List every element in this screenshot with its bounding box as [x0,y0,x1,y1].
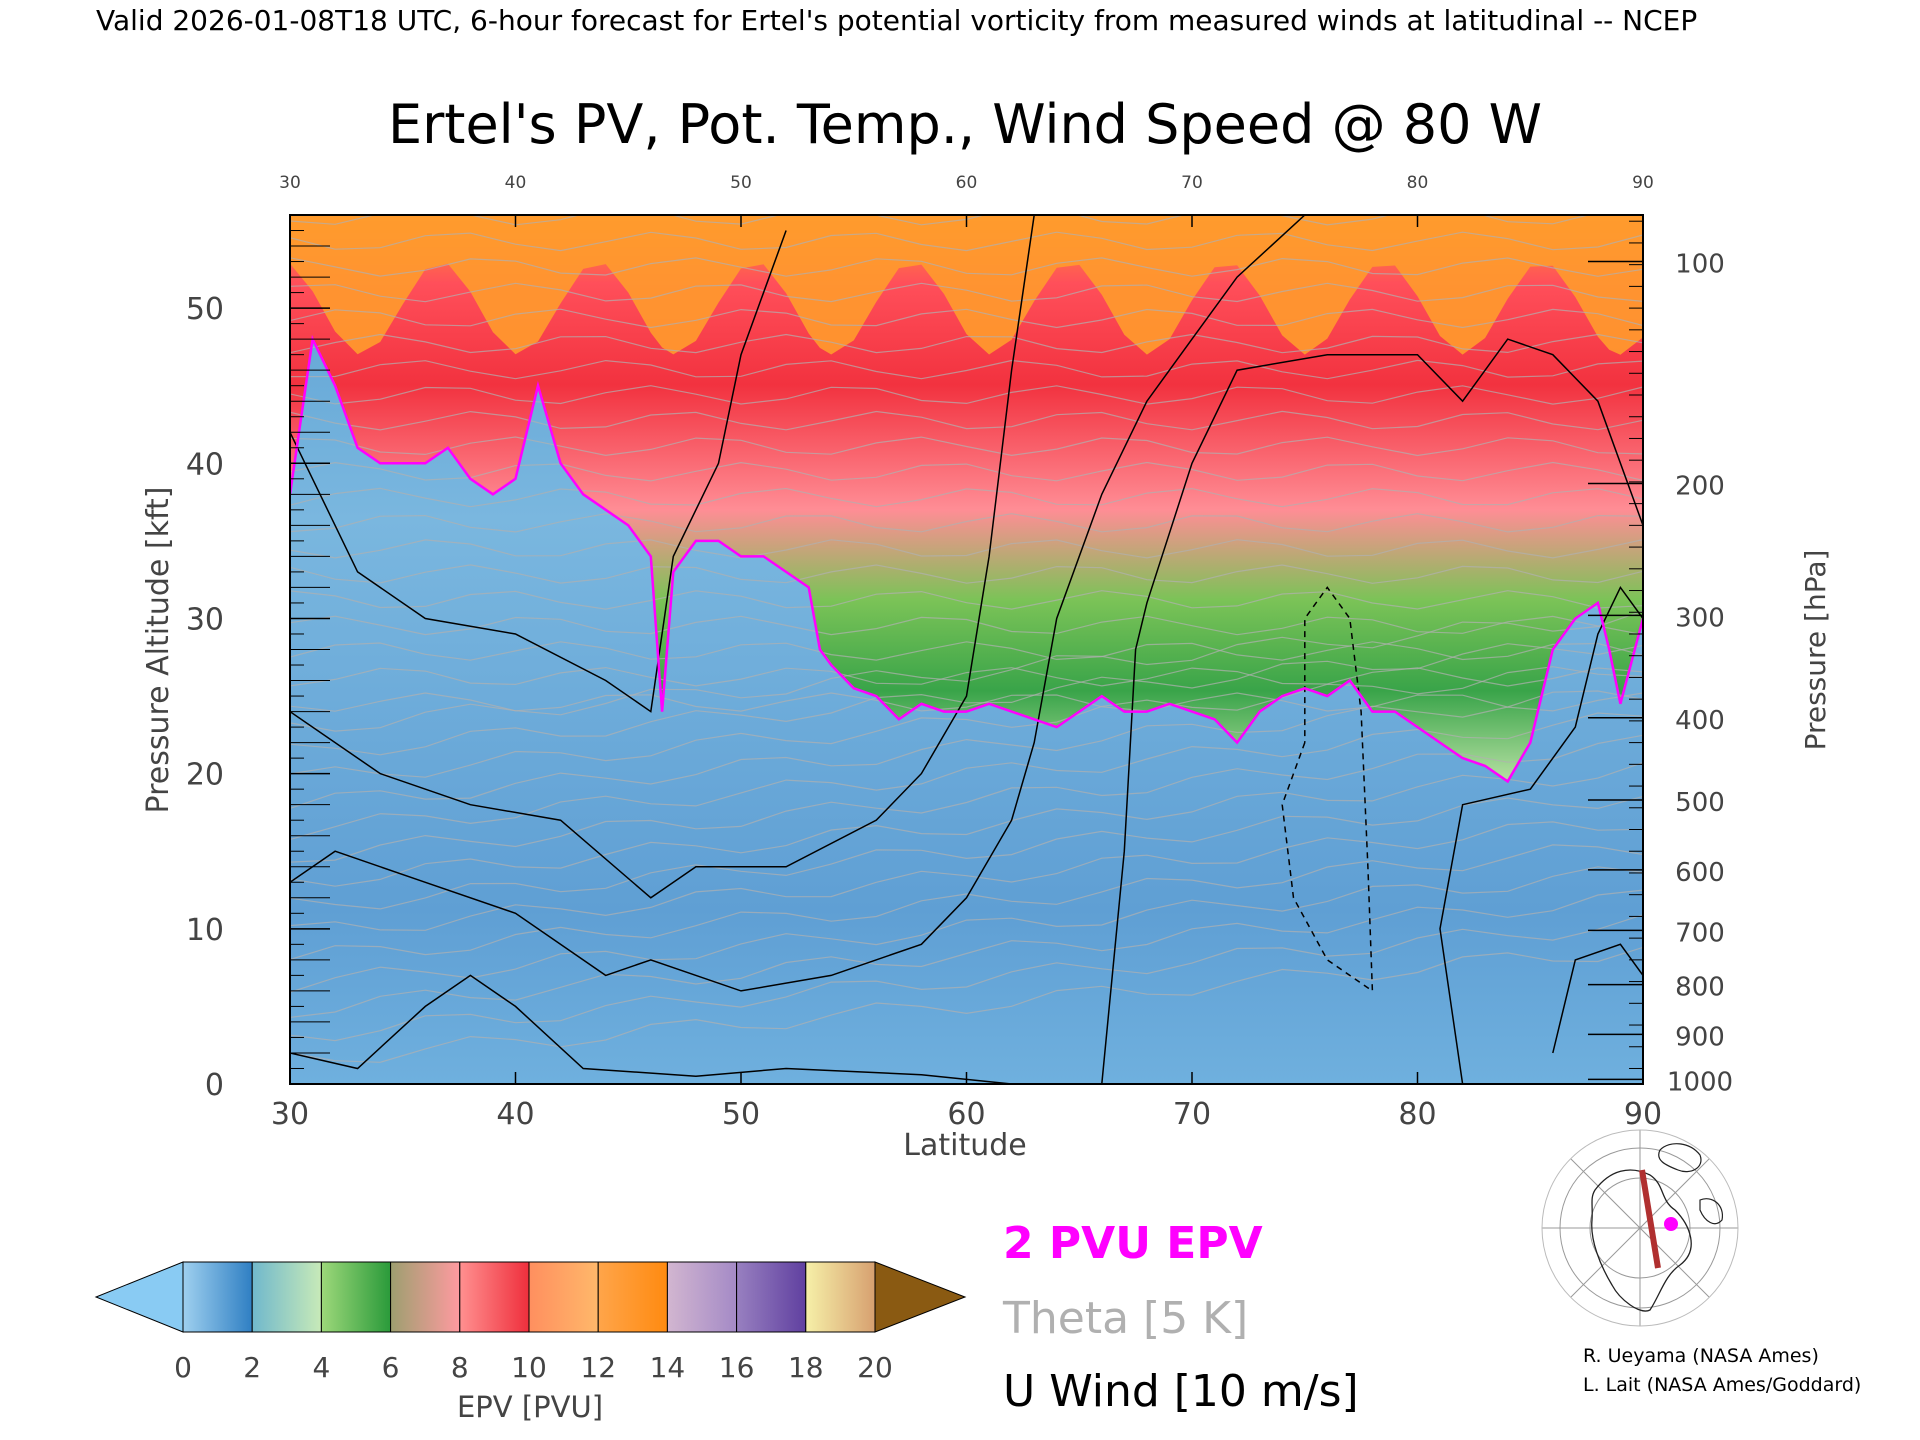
pressure-tick-label: 600 [1675,858,1725,888]
y-tick-label: 0 [205,1068,224,1103]
colorbar-over-arrow [874,1261,967,1333]
colorbar-bin [528,1261,599,1333]
x-tick-label: 80 [1398,1097,1436,1132]
colorbar-tick-label: 6 [382,1351,400,1384]
x-tick-label: 30 [271,1097,309,1132]
x-tick-label: 70 [1173,1097,1211,1132]
axes: 3030404050506060707080809090010203040501… [186,173,1733,1132]
pressure-tick-label: 300 [1675,603,1725,633]
colorbar-under-arrow [94,1261,184,1333]
colorbar-bin [666,1261,738,1333]
colorbar-bin [182,1261,253,1333]
x-tick-label-top: 70 [1181,173,1203,193]
y-tick-label: 50 [186,292,224,327]
x-tick-label: 90 [1624,1097,1662,1132]
x-tick-label: 50 [722,1097,760,1132]
x-tick-label-top: 90 [1632,173,1654,193]
colorbar-bin [805,1261,876,1333]
x-tick-label-top: 40 [505,173,527,193]
pressure-tick-label: 700 [1675,918,1725,948]
pressure-tick-label: 900 [1675,1022,1725,1052]
plot-area [290,215,1643,1084]
colorbar-tick-label: 8 [451,1351,469,1384]
pressure-tick-label: 500 [1675,788,1725,818]
pressure-tick-label: 200 [1675,471,1725,501]
colorbar-tick-label: 16 [719,1351,755,1384]
colorbar-bin [459,1261,530,1333]
location-map [1541,1129,1739,1327]
u-wind-contours [290,215,1643,1084]
legend-pvu: 2 PVU EPV [1003,1218,1263,1269]
colorbar-label: EPV [PVU] [457,1390,603,1424]
colorbar-tick-label: 4 [312,1351,330,1384]
pv-2pvu-contour [290,334,1643,784]
colorbar-bin [390,1261,461,1333]
x-axis-label: Latitude [903,1128,1026,1163]
x-tick-label: 60 [947,1097,985,1132]
credit-line-2: L. Lait (NASA Ames/Goddard) [1583,1374,1861,1396]
chart-title: Ertel's PV, Pot. Temp., Wind Speed @ 80 … [388,93,1542,156]
pressure-tick-label: 800 [1675,973,1725,1003]
valid-header: Valid 2026-01-08T18 UTC, 6-hour forecast… [96,4,1697,37]
legend-theta: Theta [5 K] [1002,1293,1248,1344]
colorbar-tick-label: 10 [511,1351,547,1384]
pressure-tick-label: 1000 [1667,1067,1733,1097]
colorbar-bin [320,1261,392,1333]
y-axis-label: Pressure Altitude [kft] [141,487,176,814]
x-tick-label-top: 30 [279,173,301,193]
x-tick-label-top: 80 [1407,173,1429,193]
y-tick-label: 30 [186,602,224,637]
y-tick-label: 40 [186,447,224,482]
colorbar: 0 2 4 6 8 10 12 14 16 18 20 [94,1261,967,1384]
x-tick-label: 40 [496,1097,534,1132]
y-tick-label: 20 [186,758,224,793]
colorbar-bin [251,1261,322,1333]
colorbar-tick-label: 14 [650,1351,686,1384]
epv-field-upper [290,215,1643,782]
colorbar-tick-label: 2 [243,1351,261,1384]
colorbar-tick-label: 20 [857,1351,893,1384]
x-tick-label-top: 50 [730,173,752,193]
colorbar-bin [736,1261,807,1333]
x-tick-label-top: 60 [956,173,978,193]
colorbar-tick-label: 12 [580,1351,616,1384]
colorbar-tick-label: 18 [788,1351,824,1384]
colorbar-tick-label: 0 [174,1351,192,1384]
y2-axis-label: Pressure [hPa] [1799,550,1832,751]
colorbar-bin [597,1261,668,1333]
pressure-tick-label: 400 [1675,706,1725,736]
credit-line-1: R. Ueyama (NASA Ames) [1583,1345,1819,1367]
legend-wind: U Wind [10 m/s] [1003,1366,1359,1417]
y-tick-label: 10 [186,913,224,948]
pressure-tick-label: 100 [1675,250,1725,280]
